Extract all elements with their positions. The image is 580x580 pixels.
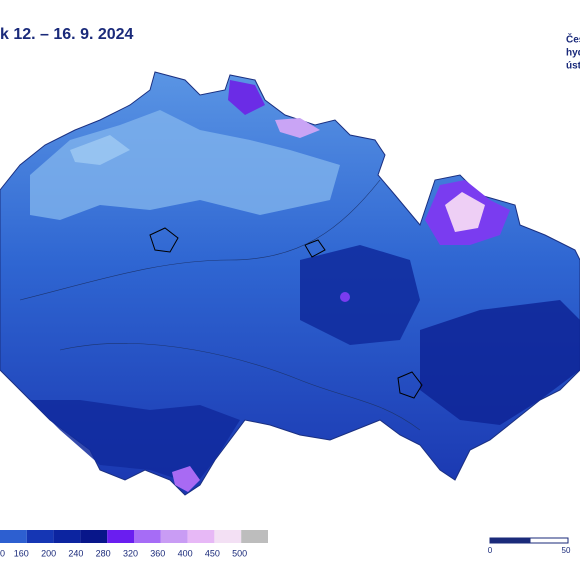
legend-swatch — [241, 530, 268, 543]
legend-label: 320 — [123, 548, 138, 558]
legend-label: 240 — [68, 548, 83, 558]
logo-line: hyd — [566, 48, 580, 59]
logo-line: Čes — [566, 33, 580, 46]
river — [19, 179, 421, 431]
scale-bar-segment — [529, 537, 569, 544]
peak-area — [228, 80, 265, 115]
peak-area — [172, 466, 200, 492]
legend-swatch — [107, 530, 134, 543]
legend-swatch — [187, 530, 215, 543]
legend-label: 0 — [0, 548, 5, 558]
peak-area — [275, 118, 320, 138]
scale-bar-segment — [489, 537, 531, 544]
legend-swatch — [214, 530, 242, 543]
peak-area — [445, 192, 485, 232]
legend: 0 160 200 240 280 320 360 400 450 500 — [0, 530, 268, 558]
light-area — [70, 135, 130, 165]
city-outline — [149, 227, 179, 253]
legend-label: 160 — [14, 548, 29, 558]
dark-area — [420, 300, 580, 425]
legend-swatch — [134, 530, 161, 543]
legend-swatch — [53, 530, 81, 543]
city-outline — [397, 371, 423, 399]
logo-line: úst — [566, 61, 580, 72]
legend-swatch — [80, 530, 108, 543]
scale-label: 0 — [488, 546, 493, 555]
dark-area — [30, 400, 240, 485]
legend-swatch — [0, 530, 27, 543]
peak-area — [340, 292, 350, 302]
dark-area — [300, 245, 420, 345]
legend-label: 280 — [96, 548, 111, 558]
legend-swatch — [160, 530, 188, 543]
legend-label: 450 — [205, 548, 220, 558]
logo: Čes hyd úst — [566, 33, 580, 72]
scale-label: 50 — [562, 546, 571, 555]
legend-label: 400 — [178, 548, 193, 558]
legend-label: 500 — [232, 548, 247, 558]
country — [0, 71, 580, 496]
legend-swatch — [26, 530, 54, 543]
legend-label: 360 — [150, 548, 165, 558]
legend-label: 200 — [41, 548, 56, 558]
scale-bar: 0 50 — [488, 537, 571, 555]
city-outline — [304, 239, 326, 258]
map-title: k 12. – 16. 9. 2024 — [0, 26, 134, 43]
